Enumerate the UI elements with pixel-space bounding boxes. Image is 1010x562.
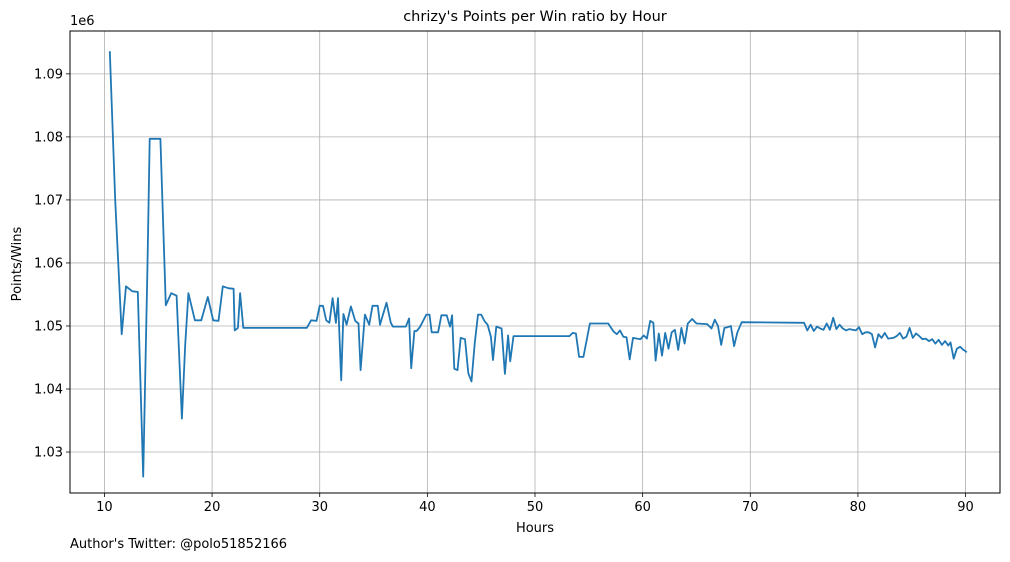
x-tick-label: 10 — [96, 500, 113, 515]
y-tick-label: 1.05 — [34, 319, 63, 334]
x-gridlines — [104, 31, 966, 493]
chart-title: chrizy's Points per Win ratio by Hour — [403, 9, 667, 25]
y-tick-label: 1.06 — [34, 256, 63, 271]
y-axis-ticks: 1.03 1.04 1.05 1.06 1.07 1.08 1.09 — [34, 67, 70, 461]
y-tick-label: 1.09 — [34, 67, 63, 82]
y-gridlines — [70, 73, 1000, 453]
y-tick-label: 1.04 — [34, 383, 63, 398]
x-tick-label: 60 — [634, 500, 651, 515]
y-tick-label: 1.08 — [34, 130, 63, 145]
x-tick-label: 30 — [311, 500, 328, 515]
author-credit: Author's Twitter: @polo51852166 — [70, 537, 288, 552]
y-tick-label: 1.07 — [34, 193, 63, 208]
y-offset-label: 1e6 — [70, 14, 95, 29]
x-axis-label: Hours — [516, 521, 554, 536]
series-line — [108, 51, 968, 478]
x-tick-label: 20 — [204, 500, 221, 515]
series-layer — [108, 51, 968, 478]
x-tick-label: 50 — [527, 500, 544, 515]
x-tick-label: 40 — [419, 500, 436, 515]
y-axis-label: Points/Wins — [10, 226, 25, 301]
x-tick-label: 70 — [742, 500, 759, 515]
x-tick-label: 80 — [850, 500, 867, 515]
y-tick-label: 1.03 — [34, 446, 63, 461]
x-axis-ticks: 10 20 30 40 50 60 70 80 90 — [96, 493, 974, 515]
x-tick-label: 90 — [957, 500, 974, 515]
